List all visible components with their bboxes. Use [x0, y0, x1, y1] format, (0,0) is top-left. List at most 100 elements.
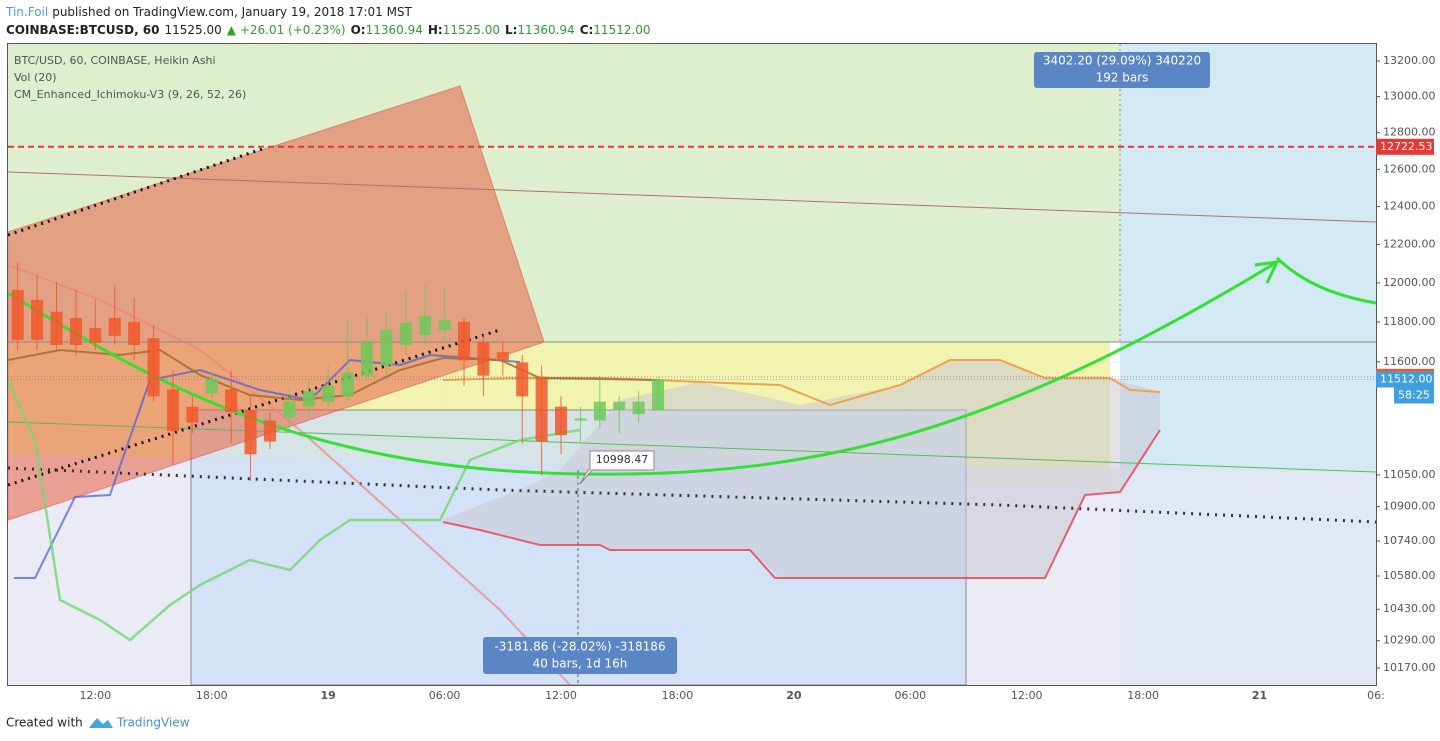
footer-brand[interactable]: TradingView — [116, 716, 190, 730]
candle-body — [69, 317, 82, 345]
candle-body — [263, 420, 276, 442]
candle-body — [438, 319, 451, 330]
candle-body — [516, 362, 529, 397]
candle-body — [244, 410, 257, 455]
trend-line — [7, 171, 1377, 223]
dotted-line — [7, 328, 501, 487]
measure-label: 40 bars, 1d 16h — [533, 657, 628, 671]
candle-body — [11, 289, 24, 341]
span-b — [442, 429, 1161, 579]
candle-body — [186, 406, 199, 423]
candle-body — [225, 389, 238, 413]
callout-box — [579, 450, 655, 485]
candle-body — [380, 329, 393, 366]
candle-body — [613, 401, 626, 411]
candle-body — [593, 401, 606, 421]
candle-body — [147, 338, 160, 397]
measure-label-bg — [483, 637, 677, 674]
x-tick-label: 21 — [1252, 689, 1267, 702]
candle-body — [652, 379, 665, 411]
axes: 13200.00 13000.00 12800.00 12600.00 12400.00… — [79, 54, 1435, 702]
header-line: Tin.Foil published on TradingView.com, Ja… — [5, 5, 413, 19]
candle-body — [108, 317, 121, 336]
high-value: 11525.00 — [443, 23, 500, 37]
candle-body — [632, 401, 645, 415]
tenkan — [14, 353, 521, 579]
l-label: L: — [505, 23, 517, 37]
x-tick-label: 18:00 — [662, 689, 694, 702]
legend-item: BTC/USD, 60, COINBASE, Heikin Ashi — [14, 54, 216, 67]
frame — [7, 43, 1377, 686]
x-tick-label: 18:00 — [1127, 689, 1159, 702]
y-tick-label: 10290.00 — [1383, 634, 1436, 647]
y-tick-label: 12600.00 — [1383, 162, 1436, 175]
y-tick-label: 10740.00 — [1383, 534, 1436, 547]
candle-body — [574, 418, 587, 421]
o-label: O: — [351, 23, 366, 37]
price-label-bg — [1376, 371, 1434, 388]
y-tick-label: 13000.00 — [1383, 90, 1436, 103]
h-label: H: — [428, 23, 443, 37]
candle-body — [555, 406, 568, 436]
y-tick-label: 11600.00 — [1383, 355, 1436, 368]
y-tick-label: 13200.00 — [1383, 54, 1436, 67]
candle-body — [399, 322, 412, 345]
open-value: 11360.94 — [366, 23, 423, 37]
trend-line — [7, 421, 1377, 473]
drawings — [6, 44, 1377, 686]
last: 11525.00 — [165, 23, 222, 37]
candle-body — [477, 342, 490, 376]
candle-body — [50, 311, 63, 345]
c-label: C: — [580, 23, 594, 37]
candle-body — [302, 391, 315, 407]
y-tick-label: 10900.00 — [1383, 500, 1436, 513]
candle-body — [419, 315, 432, 335]
x-tick-label: 06: — [1367, 689, 1385, 702]
y-tick-label: 12400.00 — [1383, 200, 1436, 213]
x-tick-label: 18:00 — [196, 689, 228, 702]
y-tick-label: 11800.00 — [1383, 315, 1436, 328]
candle-body — [457, 321, 471, 361]
symbol-line: COINBASE:BTCUSD, 60 11525.00 ▲ +26.01 (+0.… — [6, 23, 651, 37]
candles — [11, 262, 665, 481]
candle-body — [31, 299, 44, 341]
measure-label: 3402.20 (29.09%) 340220 — [1043, 54, 1201, 68]
countdown-bg — [1394, 387, 1434, 404]
y-tick-label: 10430.00 — [1383, 602, 1436, 615]
candle-body — [89, 327, 102, 344]
close-value: 11512.00 — [593, 23, 650, 37]
chikou — [6, 379, 581, 642]
published: published on TradingView.com, January 19… — [52, 5, 412, 19]
candle-body — [128, 321, 141, 345]
y-tick-label: 12000.00 — [1383, 276, 1436, 289]
legend-item: Vol (20) — [14, 71, 57, 84]
author[interactable]: Tin.Foil — [5, 5, 48, 19]
candle-body — [205, 378, 218, 394]
footer-created: Created with — [6, 716, 83, 730]
callout: 10998.47 — [596, 453, 649, 466]
candle-body — [360, 342, 373, 376]
y-tick-label: 11050.00 — [1383, 468, 1436, 481]
change: ▲ +26.01 (+0.23%) — [227, 23, 346, 37]
overlay — [8, 145, 1376, 381]
x-tick-label: 19 — [321, 689, 336, 702]
cloud-grey — [443, 360, 1160, 578]
y-tick-label: 10170.00 — [1383, 661, 1436, 674]
x-axis-bg — [0, 685, 1440, 741]
x-tick-label: 12:00 — [1011, 689, 1043, 702]
x-tick-label: 06:00 — [429, 689, 461, 702]
x-tick-label: 12:00 — [79, 689, 111, 702]
candle-body — [166, 389, 179, 432]
y-tick-label: 10580.00 — [1383, 569, 1436, 582]
candle-body — [322, 385, 335, 402]
logo — [89, 718, 113, 728]
projection-arrow — [1254, 256, 1377, 305]
x-tick-label: 20 — [786, 689, 802, 702]
projection-curve — [7, 260, 1278, 476]
symbol: COINBASE:BTCUSD, 60 — [6, 23, 160, 37]
low-value: 11360.94 — [517, 23, 574, 37]
x-tick-label: 12:00 — [545, 689, 577, 702]
x-tick-label: 06:00 — [894, 689, 926, 702]
measure-label: -3181.86 (-28.02%) -318186 — [494, 640, 665, 654]
